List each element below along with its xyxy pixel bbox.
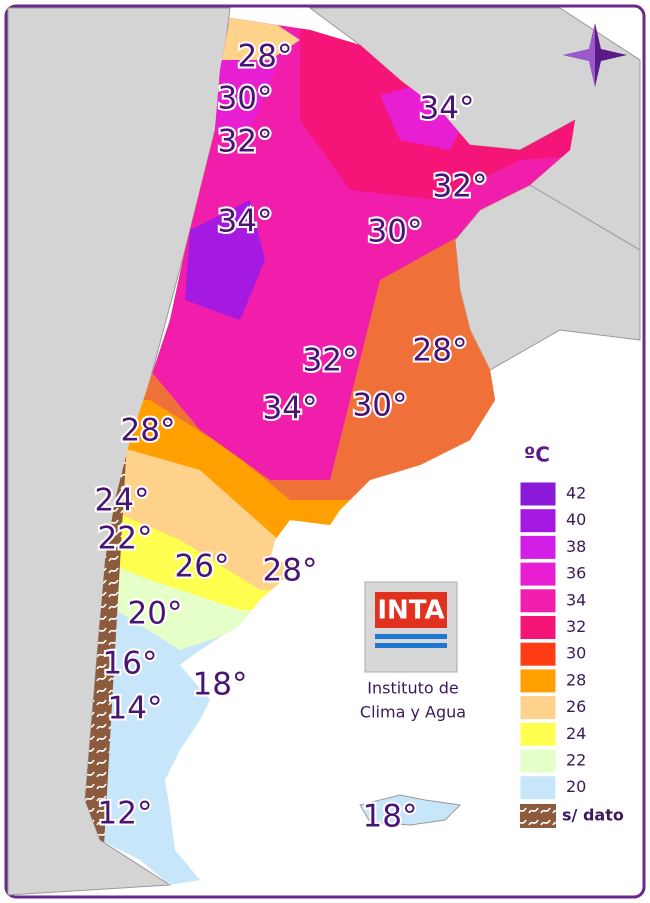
logo-red	[375, 592, 447, 628]
legend-swatch	[519, 748, 557, 774]
legend-label: 34	[566, 590, 586, 609]
legend-label: 32	[566, 617, 586, 636]
logo-stripe	[375, 634, 447, 639]
legend-swatch	[519, 721, 557, 747]
isotherm-label: 28°	[413, 333, 468, 369]
isotherm-label: 28°	[121, 413, 176, 449]
isotherm-label: 34°	[218, 204, 273, 240]
isotherm-label: 16°	[103, 646, 158, 682]
legend-swatch	[519, 695, 557, 721]
legend-label: 28	[566, 670, 586, 689]
compass	[563, 23, 627, 87]
isotherm-label: 24°	[95, 483, 150, 519]
legend-swatch	[519, 508, 557, 534]
unit-label: ºC	[524, 443, 550, 467]
institute-line: Clima y Agua	[360, 703, 466, 722]
legend-label: 24	[566, 724, 586, 743]
legend-swatch	[519, 561, 557, 587]
isotherm-label: 22°	[98, 521, 153, 557]
isotherm-label: 14°	[108, 691, 163, 727]
isotherm-label: 30°	[353, 388, 408, 424]
legend-label: 22	[566, 751, 586, 770]
legend-label: s/ dato	[562, 806, 624, 825]
islands	[359, 794, 462, 826]
legend-swatch	[519, 641, 557, 667]
legend-label: 30	[566, 644, 586, 663]
isotherm-label: 34°	[263, 391, 318, 427]
legend-label: 26	[566, 697, 586, 716]
isotherm-label: 32°	[303, 343, 358, 379]
isotherm-label: 18°	[193, 667, 248, 703]
legend-label: 36	[566, 564, 586, 583]
isotherm-label: 20°	[128, 596, 183, 632]
legend-swatch	[520, 804, 556, 828]
isotherm-label: 12°	[98, 796, 153, 832]
isotherm-label: 26°	[175, 549, 230, 585]
legend-label: 38	[566, 537, 586, 556]
isotherm-label: 32°	[433, 169, 488, 205]
isotherm-label: 30°	[218, 81, 273, 117]
legend-swatch	[519, 615, 557, 640]
isotherm-label: 28°	[263, 553, 318, 589]
isotherm-label: 30°	[368, 214, 423, 250]
institute-line: Instituto de	[367, 679, 458, 698]
logo-text: INTA	[377, 596, 444, 626]
legend-swatch	[519, 534, 557, 560]
legend-label: 20	[566, 777, 586, 796]
legend-swatch	[519, 481, 557, 507]
legend-swatch	[519, 668, 557, 694]
legend-label: 40	[566, 510, 586, 529]
logo-stripe	[375, 643, 447, 648]
isotherm-label: 34°	[420, 91, 475, 127]
isotherm-label: 28°	[238, 39, 293, 75]
legend-swatch	[519, 775, 557, 801]
legend-swatch	[519, 588, 557, 614]
isotherm-label: 18°	[363, 799, 418, 835]
isotherm-label: 32°	[218, 124, 273, 160]
legend-label: 42	[566, 484, 586, 503]
